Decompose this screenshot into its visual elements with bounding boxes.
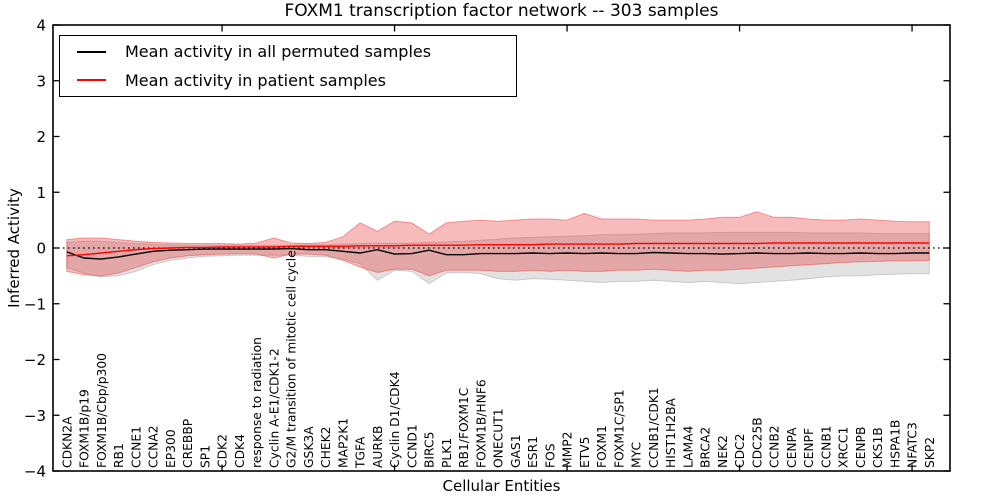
x-tick-label: CENPB: [854, 427, 868, 468]
x-tick-label: GAS1: [509, 434, 523, 468]
x-tick-label: PLK1: [440, 438, 454, 468]
x-tick-label: NFATC3: [906, 422, 920, 468]
x-tick-label: CDC2: [733, 434, 747, 468]
permuted-mean-line: [66, 247, 930, 260]
x-tick-label: SKP2: [923, 437, 937, 468]
y-tick-label: 0: [36, 240, 46, 258]
legend-item-permuted: Mean activity in all permuted samples: [60, 39, 516, 65]
x-tick-label: EP300: [164, 429, 178, 468]
x-tick-label: FOXM1B/p19: [78, 389, 92, 468]
chart-title: FOXM1 transcription factor network -- 30…: [284, 1, 719, 21]
x-tick-label: ETV5: [578, 436, 592, 468]
x-tick-label: FOXM1B/Cbp/p300: [95, 353, 109, 468]
x-tick-label: Cyclin A-E1/CDK1-2: [267, 348, 281, 468]
patient-samples-range-area: [66, 211, 930, 277]
x-tick-label: MYC: [630, 442, 644, 468]
x-tick-label: AURKB: [371, 426, 385, 468]
x-tick-label: CCND1: [405, 424, 419, 468]
x-tick-label: CCNB1/CDK1: [647, 387, 661, 468]
x-tick-label: ESR1: [526, 436, 540, 468]
x-tick-label: FOS: [543, 443, 557, 468]
y-tick-label: 4: [36, 17, 46, 35]
y-axis-label: Inferred Activity: [5, 188, 23, 308]
y-tick-label: −4: [24, 463, 46, 481]
x-tick-label: Cyclin D1/CDK4: [388, 371, 402, 468]
x-tick-label: XRCC1: [837, 427, 851, 468]
x-tick-label: RB1: [112, 443, 126, 468]
x-tick-label: CCNB2: [768, 425, 782, 468]
x-tick-label: response to radiation: [250, 337, 264, 468]
x-tick-label: CHEK2: [319, 427, 333, 469]
x-tick-label: RB1/FOXM1C: [457, 388, 471, 468]
x-tick-label: FOXM1B/HNF6: [474, 379, 488, 468]
x-tick-label: CENPA: [785, 427, 799, 468]
x-tick-label: ONECUT1: [492, 408, 506, 468]
x-tick-label: BIRC5: [423, 432, 437, 468]
y-tick-label: 3: [36, 72, 46, 90]
x-tick-label: CDC25B: [750, 417, 764, 468]
x-tick-label: LAMA4: [681, 425, 695, 468]
x-tick-label: GSK3A: [302, 426, 316, 468]
patient-mean-line: [66, 242, 930, 257]
y-tick-label: −3: [24, 407, 46, 425]
x-tick-label: CDK2: [216, 434, 230, 468]
x-tick-label: MMP2: [561, 432, 575, 468]
x-tick-label: CCNA2: [147, 425, 161, 468]
x-tick-label: FOXM1: [595, 425, 609, 468]
x-tick-label: MAP2K1: [336, 418, 350, 468]
x-tick-label: CENPF: [802, 428, 816, 468]
legend-item-patient: Mean activity in patient samples: [60, 67, 516, 93]
legend-line-sample-black: [77, 50, 106, 53]
legend: Mean activity in all permuted samples Me…: [59, 35, 517, 97]
y-tick-label: 1: [36, 184, 46, 202]
x-tick-label: CDK4: [233, 434, 247, 468]
x-tick-label: G2/M transition of mitotic cell cycle: [285, 250, 299, 468]
permuted-samples-range-area: [66, 231, 930, 285]
y-tick-label: 2: [36, 128, 46, 146]
x-tick-label: HIST1H2BA: [664, 397, 678, 468]
y-tick-label: −1: [24, 295, 46, 313]
x-tick-label: CREBBP: [181, 419, 195, 468]
legend-line-sample-red: [77, 79, 106, 82]
x-tick-label: CCNE1: [129, 426, 143, 468]
x-tick-label: SP1: [198, 445, 212, 468]
x-tick-label: HSPA1B: [888, 420, 902, 468]
x-axis-label: Cellular Entities: [442, 477, 561, 495]
x-tick-label: CCNB1: [819, 425, 833, 468]
legend-label: Mean activity in patient samples: [125, 70, 386, 90]
x-tick-label: NEK2: [716, 435, 730, 468]
legend-label: Mean activity in all permuted samples: [125, 42, 432, 62]
x-tick-label: TGFA: [354, 436, 368, 469]
y-tick-label: −2: [24, 351, 46, 369]
x-tick-label: BRCA2: [699, 427, 713, 468]
x-tick-label: FOXM1C/SP1: [612, 389, 626, 468]
x-tick-label: CKS1B: [871, 427, 885, 468]
x-tick-label: CDKN2A: [60, 416, 74, 468]
